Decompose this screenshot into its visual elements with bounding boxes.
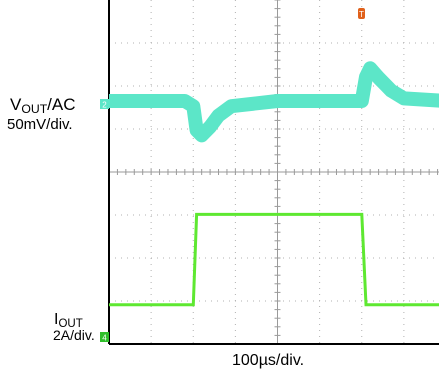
trigger-marker-letter: T xyxy=(359,10,364,19)
iout-scale-label: 2A/div. xyxy=(53,327,95,343)
vout-axis-label: VOUT/AC xyxy=(10,95,76,117)
channel-4-marker xyxy=(100,332,109,342)
channel-2-marker xyxy=(100,99,109,109)
channel-2-marker-number: 2 xyxy=(102,101,107,110)
iout-trace xyxy=(109,212,439,307)
trigger-marker xyxy=(358,8,365,19)
time-scale-label: 100µs/div. xyxy=(232,352,305,369)
vout-trace xyxy=(109,61,439,143)
channel-4-marker-number: 4 xyxy=(102,334,107,343)
vout-scale-label: 50mV/div. xyxy=(7,116,73,133)
iout-axis-label: IOUT xyxy=(54,311,83,330)
